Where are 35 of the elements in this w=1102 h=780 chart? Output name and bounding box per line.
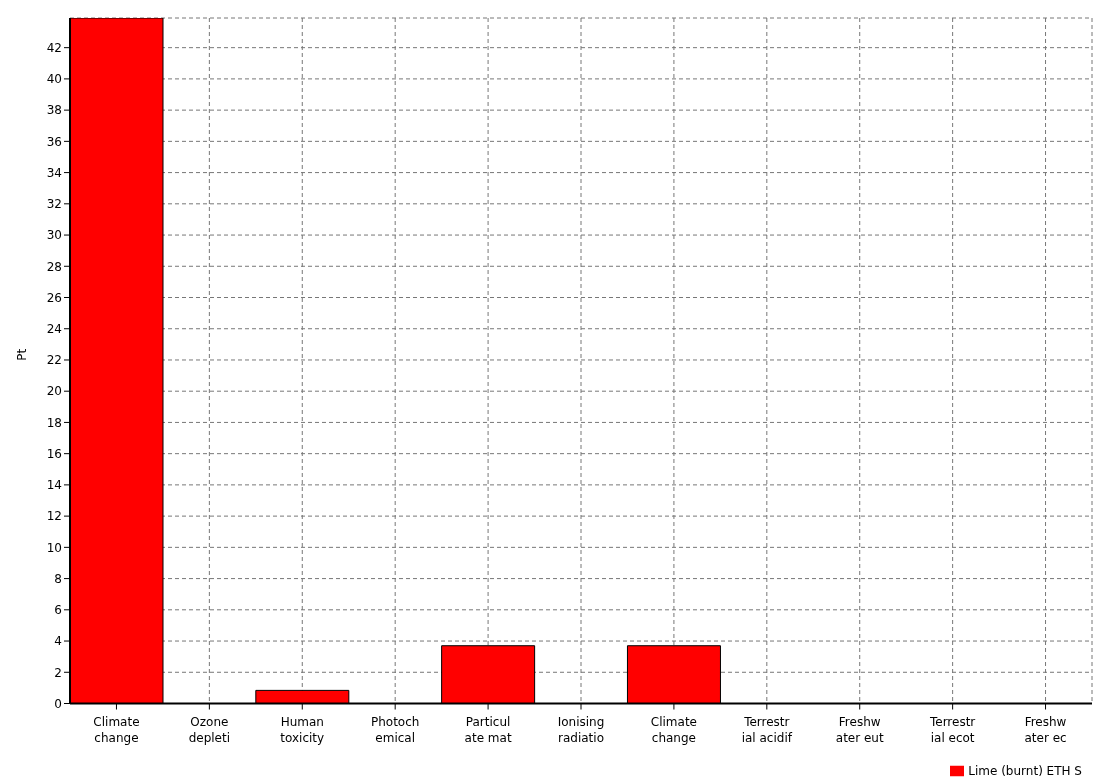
legend-label: Lime (burnt) ETH S	[968, 763, 1082, 778]
y-tick-label: 12	[46, 509, 62, 524]
x-tick-label: Photoch emical	[370, 714, 420, 745]
y-tick-label: 40	[46, 72, 62, 87]
y-tick-label: 38	[46, 103, 62, 118]
x-tick-label: Terrestr ial acidif	[741, 714, 793, 745]
x-tick-label: Terrestr ial ecot	[928, 714, 976, 745]
y-tick-label: 36	[46, 134, 62, 149]
x-tick-label: Freshw ater ec	[1024, 714, 1067, 745]
y-tick-label: 14	[46, 478, 62, 493]
y-tick-label: 4	[54, 634, 62, 649]
x-tick-label: Climate change	[650, 714, 697, 745]
y-tick-label: 42	[46, 40, 62, 55]
y-tick-label: 22	[46, 353, 62, 368]
y-tick-label: 30	[46, 228, 62, 243]
y-tick-label: 32	[46, 197, 62, 212]
y-tick-label: 10	[46, 540, 62, 555]
x-tick-label: Particul ate mat	[464, 714, 512, 745]
y-tick-label: 8	[54, 571, 62, 586]
y-axis-title: Pt	[15, 348, 30, 361]
y-tick-label: 0	[54, 696, 62, 711]
y-tick-label: 24	[46, 322, 62, 336]
y-tick-label: 6	[54, 603, 62, 618]
y-tick-label: 28	[46, 259, 62, 274]
y-tick-label: 16	[46, 446, 62, 461]
y-tick-label: 2	[54, 665, 62, 680]
y-tick-label: 18	[46, 415, 62, 430]
x-tick-label: Freshw ater eut	[835, 714, 884, 745]
y-tick-label: 26	[46, 290, 62, 305]
x-tick-label: Human toxicity	[280, 714, 325, 745]
x-tick-label: Ozone depleti	[188, 714, 231, 745]
y-tick-label: 20	[46, 384, 62, 399]
x-tick-label: Climate change	[93, 714, 140, 745]
x-tick-label: Ionising radiatio	[557, 714, 605, 745]
y-tick-label: 34	[46, 165, 62, 180]
